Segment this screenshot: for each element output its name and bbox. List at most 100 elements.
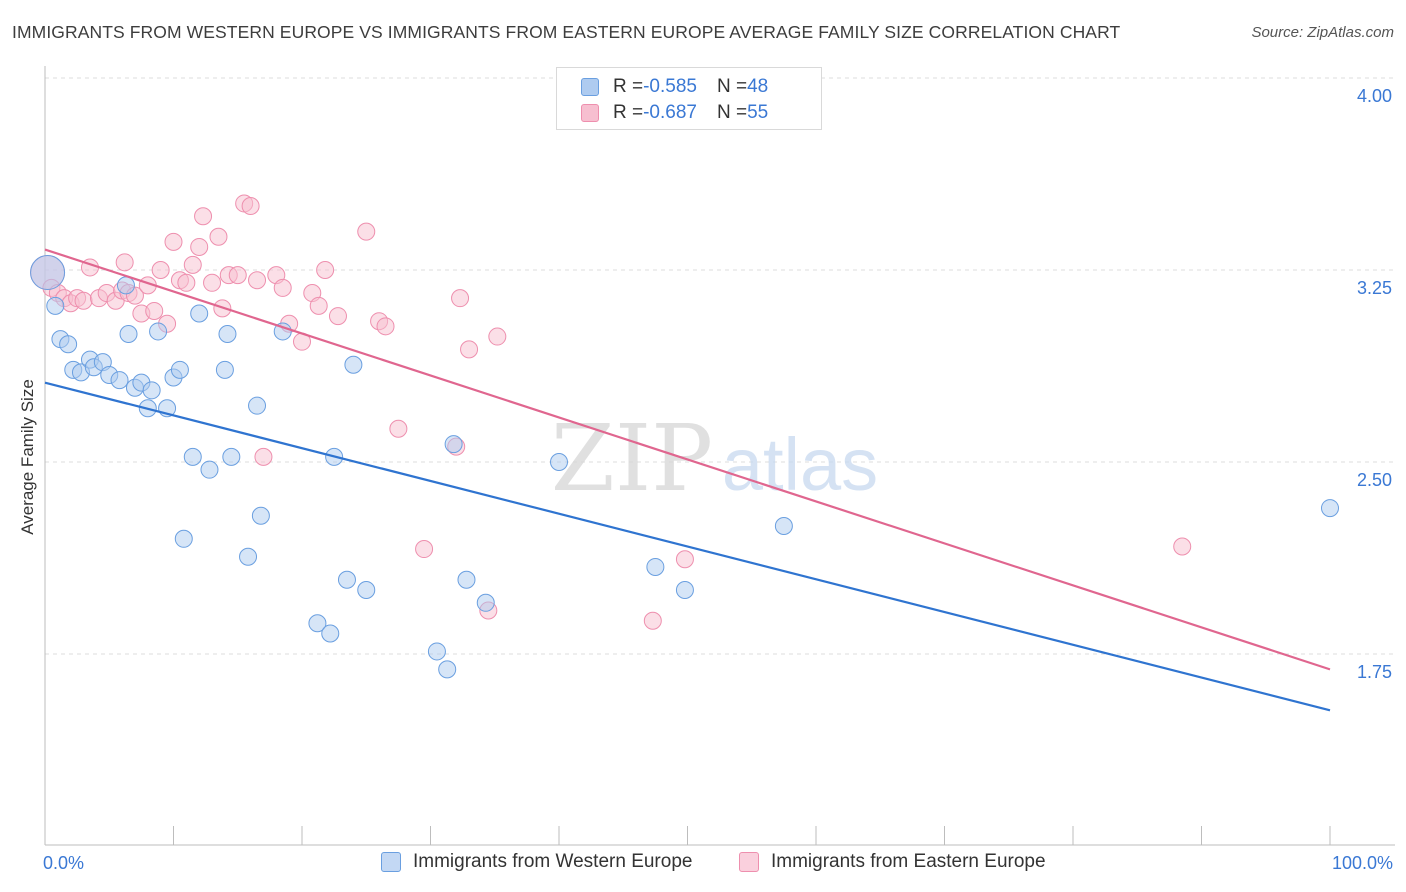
point-western-europe	[427, 642, 446, 661]
point-western-europe	[337, 570, 356, 589]
point-western-europe	[222, 447, 241, 466]
point-eastern-europe	[74, 291, 93, 310]
y-tick-label: 2.50	[1356, 470, 1392, 490]
point-eastern-europe	[228, 266, 247, 285]
point-eastern-europe	[460, 340, 479, 359]
point-eastern-europe	[488, 327, 507, 346]
point-eastern-europe	[145, 301, 164, 320]
r-label: R =	[613, 76, 644, 97]
series-legend: Immigrants from Western Europe Immigrant…	[0, 851, 1406, 877]
point-western-europe	[774, 517, 793, 535]
n-value: 48	[747, 76, 769, 97]
stats-row-eastern: R = -0.687 N = 55	[581, 101, 768, 125]
r-label: R =	[613, 102, 644, 123]
point-western-europe	[550, 453, 568, 471]
point-eastern-europe	[328, 307, 347, 326]
gridlines	[45, 77, 1395, 655]
point-eastern-europe	[203, 273, 222, 292]
point-eastern-europe	[241, 197, 260, 215]
point-eastern-europe	[190, 237, 209, 256]
r-value: -0.585	[643, 76, 697, 97]
y-tick-label: 3.25	[1356, 278, 1392, 298]
trendline-eastern-europe	[44, 248, 1331, 671]
point-western-europe	[218, 325, 237, 343]
point-western-europe	[239, 547, 258, 566]
point-western-europe	[142, 381, 161, 400]
point-eastern-europe	[643, 611, 662, 630]
point-western-europe	[646, 557, 665, 576]
trend-lines	[44, 248, 1331, 712]
point-western-europe	[116, 276, 135, 295]
point-western-europe	[675, 581, 694, 599]
point-western-europe	[46, 296, 65, 315]
point-eastern-europe	[675, 550, 694, 569]
point-eastern-europe	[389, 419, 408, 438]
point-western-europe	[215, 360, 234, 379]
point-western-europe	[149, 322, 168, 341]
point-western-europe	[248, 396, 267, 415]
point-eastern-europe	[115, 253, 134, 272]
legend-item-eastern[interactable]: Immigrants from Eastern Europe	[739, 851, 1046, 873]
legend-swatch-pink	[581, 104, 599, 122]
point-western-europe	[457, 570, 476, 589]
point-eastern-europe	[309, 296, 328, 315]
point-western-europe	[174, 529, 193, 548]
point-eastern-europe	[151, 261, 170, 279]
point-eastern-europe	[1173, 537, 1192, 556]
x-tick-label: 0.0%	[43, 853, 85, 873]
n-label: N =	[716, 76, 748, 97]
point-western-europe	[183, 447, 202, 466]
point-western-europe	[444, 435, 463, 454]
point-western-europe	[438, 660, 457, 679]
point-western-europe	[190, 304, 209, 323]
point-western-europe	[59, 335, 78, 354]
legend-item-western[interactable]: Immigrants from Western Europe	[381, 851, 692, 873]
point-eastern-europe	[164, 232, 183, 251]
r-value: -0.687	[643, 102, 697, 123]
point-western-europe	[119, 325, 138, 343]
series-western-europe-points	[30, 255, 1339, 679]
chart-title: IMMIGRANTS FROM WESTERN EUROPE VS IMMIGR…	[12, 22, 1121, 42]
point-eastern-europe	[177, 273, 196, 292]
y-tick-label: 1.75	[1356, 662, 1392, 682]
n-value: 55	[747, 102, 769, 123]
point-western-europe	[476, 593, 495, 612]
legend-swatch-blue	[381, 852, 401, 872]
trendline-western-europe	[44, 381, 1331, 712]
point-western-europe	[1321, 499, 1339, 518]
n-label: N =	[716, 102, 748, 123]
point-western-europe	[170, 360, 189, 379]
x-tick-label: 100.0%	[1331, 853, 1393, 873]
stats-legend: R = -0.585 N = 48 R = -0.687 N = 55	[556, 67, 822, 130]
point-western-europe	[308, 614, 327, 633]
point-western-europe	[357, 581, 376, 599]
point-western-europe	[110, 371, 129, 390]
legend-swatch-pink	[739, 852, 759, 872]
legend-label-eastern: Immigrants from Eastern Europe	[771, 851, 1046, 872]
legend-label-western: Immigrants from Western Europe	[413, 851, 693, 872]
point-eastern-europe	[273, 278, 292, 297]
point-western-europe	[251, 506, 270, 525]
point-eastern-europe	[376, 317, 395, 336]
point-eastern-europe	[316, 261, 335, 279]
source-credit: Source: ZipAtlas.com	[1251, 24, 1394, 41]
point-eastern-europe	[194, 207, 213, 226]
watermark: ZIP atlas	[551, 405, 878, 512]
legend-swatch-blue	[581, 78, 599, 96]
axes	[44, 66, 1395, 846]
stats-row-western: R = -0.585 N = 48	[581, 75, 768, 99]
point-western-europe	[344, 355, 363, 374]
point-western-europe	[273, 322, 292, 341]
point-eastern-europe	[357, 222, 376, 241]
point-western-europe	[321, 624, 340, 643]
watermark-atlas: atlas	[722, 423, 878, 506]
y-tick-label: 4.00	[1356, 86, 1392, 106]
point-eastern-europe	[415, 540, 434, 559]
point-eastern-europe	[254, 447, 273, 466]
point-eastern-europe	[248, 271, 267, 290]
point-eastern-europe	[451, 289, 470, 308]
point-eastern-europe	[209, 227, 228, 246]
point-western-europe	[30, 255, 66, 291]
point-western-europe	[200, 460, 219, 479]
